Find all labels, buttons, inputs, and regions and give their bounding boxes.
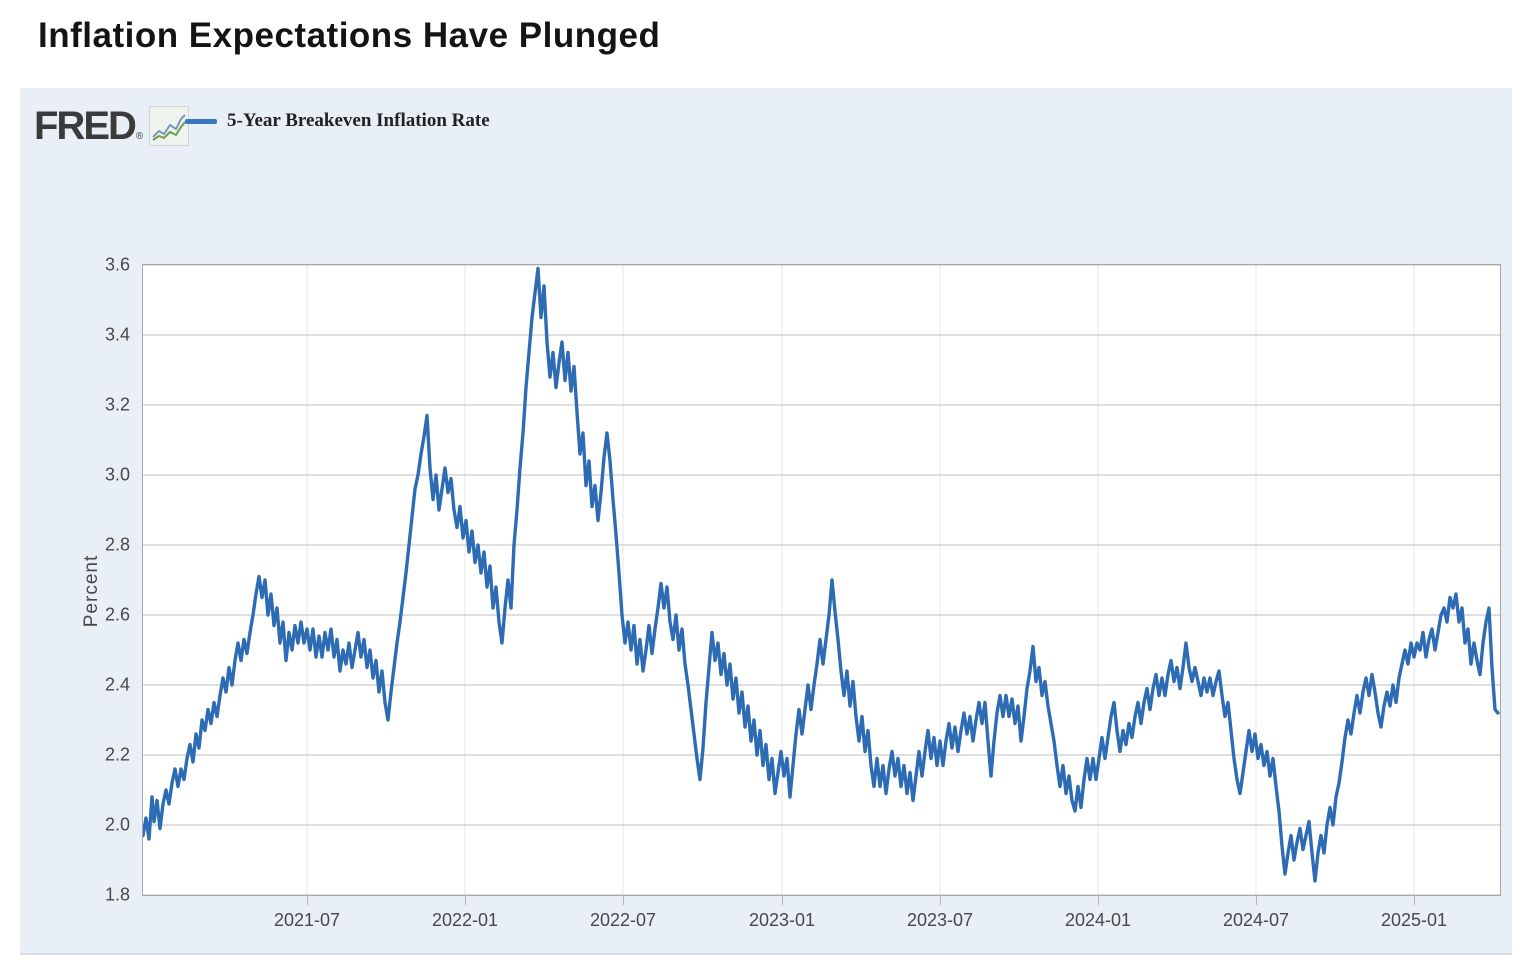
y-tick-label: 1.8 [104, 884, 130, 905]
y-tick-label: 3.6 [104, 254, 130, 275]
fred-chart-panel: FRED ® 5-Year Breakeven Inflation Rate P… [20, 88, 1512, 955]
mini-line-chart-icon [149, 106, 190, 146]
x-tick-label: 2023-01 [748, 910, 816, 930]
y-tick-label: 2.6 [104, 604, 130, 625]
x-tick-mark [940, 895, 941, 905]
x-tick-label: 2024-07 [1222, 910, 1290, 930]
y-tick-label: 2.0 [104, 814, 130, 835]
x-tick-mark [307, 895, 308, 905]
x-tick-mark [1098, 895, 1099, 905]
y-tick-label: 2.2 [104, 744, 130, 765]
x-tick-label: 2023-07 [906, 910, 974, 930]
y-tick-label: 3.2 [104, 394, 130, 415]
x-tick-label: 2022-01 [431, 910, 499, 930]
x-tick-label: 2021-07 [273, 910, 341, 930]
fred-logo-text: FRED [34, 104, 137, 148]
x-tick-mark [782, 895, 783, 905]
x-tick-label: 2025-01 [1380, 910, 1448, 930]
legend: 5-Year Breakeven Inflation Rate [185, 110, 490, 132]
x-tick-mark [1256, 895, 1257, 905]
fred-logo[interactable]: FRED ® [34, 102, 190, 148]
y-tick-label: 3.4 [104, 324, 130, 345]
registered-mark-icon: ® [135, 131, 144, 142]
x-tick-mark [623, 895, 624, 905]
plot-area [143, 265, 1500, 895]
x-tick-mark [1414, 895, 1415, 905]
chart-svg [143, 265, 1500, 895]
legend-series-label: 5-Year Breakeven Inflation Rate [227, 110, 490, 131]
y-tick-label: 2.8 [104, 534, 130, 555]
y-tick-label: 2.4 [104, 674, 130, 695]
x-tick-mark [465, 895, 466, 905]
legend-line-swatch [185, 118, 217, 124]
y-tick-label: 3.0 [104, 464, 130, 485]
x-tick-label: 2024-01 [1064, 910, 1132, 930]
page-title: Inflation Expectations Have Plunged [38, 16, 661, 55]
x-tick-label: 2022-07 [589, 910, 657, 930]
